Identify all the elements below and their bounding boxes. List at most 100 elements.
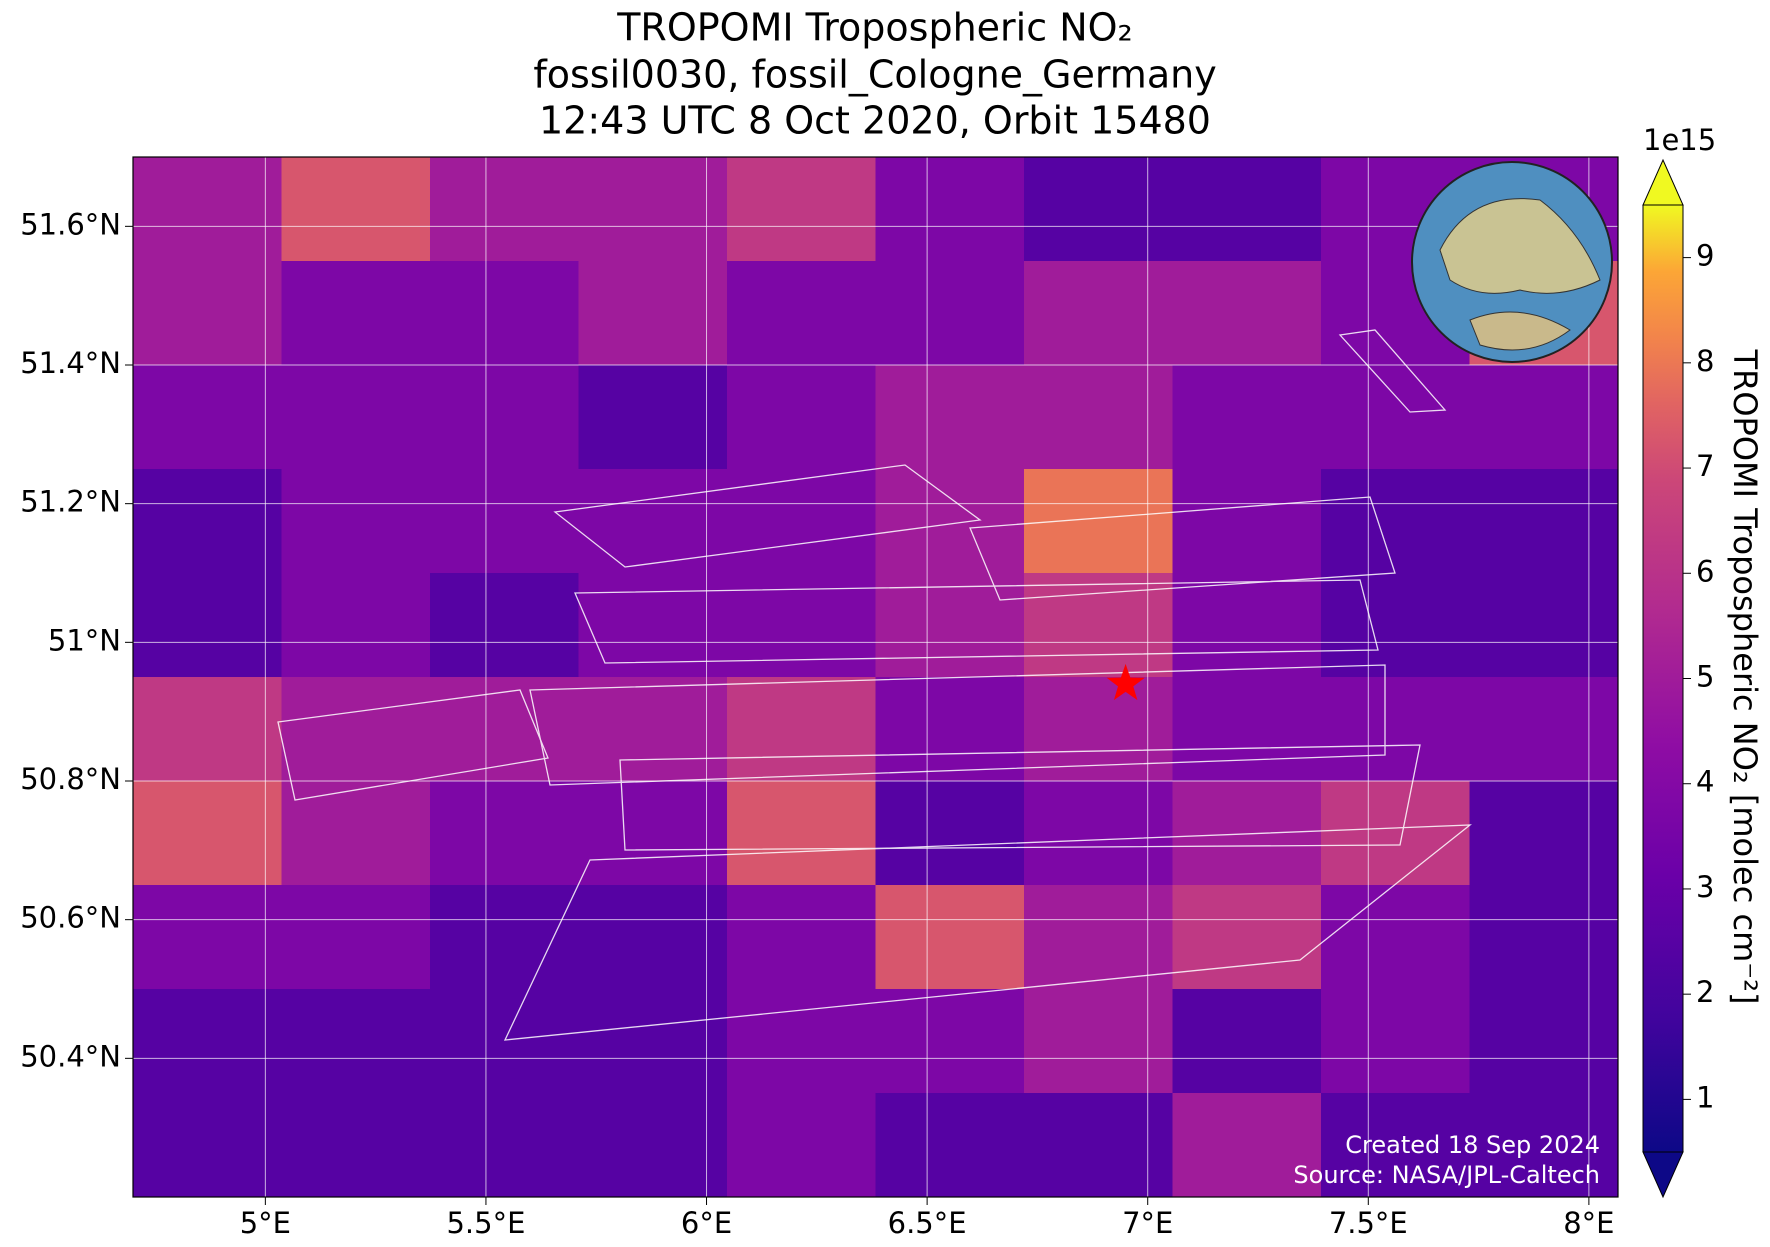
no2-cell [1321, 989, 1470, 1094]
no2-cell [133, 157, 282, 262]
no2-cell [281, 261, 431, 366]
no2-cell [281, 989, 431, 1094]
no2-cell [1024, 261, 1173, 366]
no2-cell [578, 469, 728, 574]
no2-cell [430, 781, 579, 886]
no2-cell [578, 157, 728, 262]
y-tick-label: 50.8°N [20, 762, 121, 796]
target-marker [1106, 663, 1145, 701]
colorbar-tick-label: 2 [1696, 975, 1714, 1009]
no2-cell [133, 781, 282, 886]
no2-cell [1172, 573, 1322, 678]
no2-cell [875, 1093, 1025, 1197]
no2-cell [1172, 885, 1322, 990]
no2-cell [727, 261, 876, 366]
title-line: fossil0030, fossil_Cologne_Germany [533, 53, 1216, 97]
no2-cell [1321, 1093, 1470, 1197]
no2-cell [133, 573, 282, 678]
no2-cell [1321, 781, 1470, 886]
no2-cell [1024, 365, 1173, 470]
no2-cell [578, 781, 728, 886]
land [1439, 198, 1601, 294]
no2-cell [430, 365, 579, 470]
no2-cell [727, 157, 876, 262]
colorbar-tick-label: 4 [1696, 765, 1714, 799]
no2-cell [133, 989, 282, 1094]
footprint [553, 464, 982, 568]
no2-cell [1172, 157, 1322, 262]
no2-cell [281, 885, 431, 990]
colorbar-tick-label: 9 [1696, 239, 1714, 273]
title-line: TROPOMI Tropospheric NO₂ [616, 6, 1133, 50]
no2-cell [133, 677, 282, 782]
no2-cell [875, 261, 1025, 366]
no2-cell [1469, 573, 1618, 678]
no2-cell [1321, 885, 1470, 990]
no2-cell [1024, 157, 1173, 262]
graticule [133, 157, 1618, 1197]
no2-cell [727, 989, 876, 1094]
no2-cell [430, 469, 579, 574]
x-tick-label: 5.5°E [446, 1206, 525, 1240]
footprints [277, 329, 1472, 1041]
no2-cell [1024, 469, 1173, 574]
footprint [619, 744, 1421, 851]
no2-cell [133, 1093, 282, 1197]
footprint [574, 579, 1379, 664]
no2-cell [281, 781, 431, 886]
inset-globe [1411, 161, 1613, 363]
no2-cell [133, 365, 282, 470]
no2-cell [281, 677, 431, 782]
footprint [277, 689, 549, 801]
colorbar-tick-label: 1 [1696, 1080, 1714, 1114]
no2-cell [430, 885, 579, 990]
colorbar-exponent: 1e15 [1643, 123, 1716, 157]
title-line: 12:43 UTC 8 Oct 2020, Orbit 15480 [539, 99, 1211, 143]
no2-cell [578, 365, 728, 470]
no2-cell [1469, 469, 1618, 574]
x-tick-label: 5°E [240, 1206, 291, 1240]
no2-cell [281, 1093, 431, 1197]
no2-cell [1469, 989, 1618, 1094]
no2-cell [1024, 989, 1173, 1094]
no2-cell [1024, 573, 1173, 678]
y-tick-label: 50.6°N [20, 901, 121, 935]
no2-cell [281, 469, 431, 574]
no2-cell [727, 885, 876, 990]
no2-cell [1172, 261, 1322, 366]
colorbar [1643, 205, 1683, 1152]
no2-cell [727, 781, 876, 886]
no2-cell [1469, 781, 1618, 886]
no2-cell [875, 573, 1025, 678]
no2-cell [430, 677, 579, 782]
no2-cell [1469, 677, 1618, 782]
no2-field [133, 157, 1618, 1197]
plot-frame [132, 156, 1619, 1198]
no2-cell [875, 469, 1025, 574]
no2-cell [430, 989, 579, 1094]
no2-cell [578, 1093, 728, 1197]
land [1469, 311, 1571, 351]
y-tick-label: 51.2°N [20, 485, 121, 519]
footprint [1338, 329, 1447, 413]
no2-cell [1024, 885, 1173, 990]
no2-cell [1321, 365, 1470, 470]
no2-cell [1321, 469, 1470, 574]
no2-cell [430, 261, 579, 366]
no2-cell [578, 677, 728, 782]
no2-cell [1469, 365, 1618, 470]
no2-cell [281, 573, 431, 678]
no2-cell [1321, 677, 1470, 782]
no2-cell [875, 781, 1025, 886]
no2-cell [875, 885, 1025, 990]
no2-cell [727, 365, 876, 470]
no2-cell [133, 469, 282, 574]
no2-cell [875, 989, 1025, 1094]
no2-cell [875, 365, 1025, 470]
no2-cell [430, 573, 579, 678]
no2-cell [1469, 885, 1618, 990]
footprint [969, 496, 1396, 601]
colorbar-tick-label: 3 [1696, 870, 1714, 904]
